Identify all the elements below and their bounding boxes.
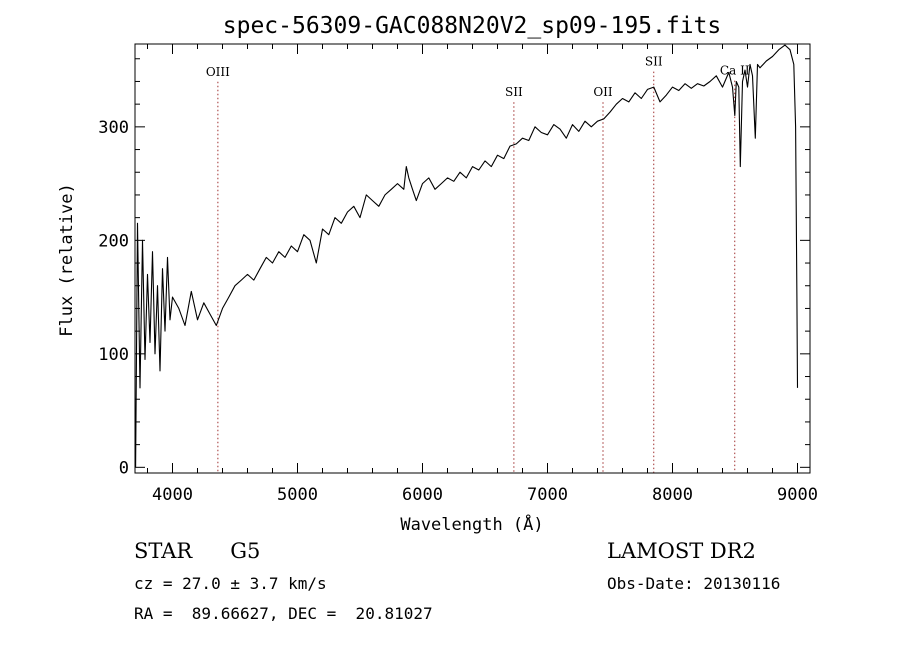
y-axis-label: Flux (relative) xyxy=(57,183,77,337)
x-tick-label: 4000 xyxy=(152,485,193,505)
y-tick-label: 200 xyxy=(98,231,129,251)
survey-name: LAMOST DR2 xyxy=(607,539,756,563)
redshift-info: cz = 27.0 ± 3.7 km/s xyxy=(134,574,327,593)
object-class: STAR G5 xyxy=(134,539,260,563)
emission-line-label: SII xyxy=(505,85,523,99)
y-tick-label: 300 xyxy=(98,118,129,138)
x-axis: 4000 5000 6000 7000 8000 9000 xyxy=(147,44,818,505)
star-label: STAR xyxy=(134,539,193,563)
spectrum-series-line xyxy=(135,44,799,468)
emission-line-label: Ca II xyxy=(720,64,750,78)
chart-title: spec-56309-GAC088N20V2_sp09-195.fits xyxy=(223,13,722,39)
plot-frame xyxy=(134,43,811,474)
coordinates-info: RA = 89.66627, DEC = 20.81027 xyxy=(134,604,433,623)
emission-line-markers: OIII SII OII SII Ca II xyxy=(206,55,750,473)
y-tick-label: 100 xyxy=(98,345,129,365)
emission-line-label: OII xyxy=(593,85,613,99)
x-tick-label: 7000 xyxy=(527,485,568,505)
observation-date: Obs-Date: 20130116 xyxy=(607,574,781,593)
emission-line-label: SII xyxy=(645,55,663,69)
x-tick-label: 5000 xyxy=(277,485,318,505)
x-tick-label: 8000 xyxy=(652,485,693,505)
x-tick-label: 9000 xyxy=(777,485,818,505)
spectral-type: G5 xyxy=(230,539,261,563)
y-tick-label: 0 xyxy=(119,458,129,478)
x-tick-label: 6000 xyxy=(402,485,443,505)
y-axis: 0 100 200 300 xyxy=(98,58,810,478)
x-axis-label: Wavelength (Å) xyxy=(400,513,543,535)
emission-line-label: OIII xyxy=(206,65,230,79)
